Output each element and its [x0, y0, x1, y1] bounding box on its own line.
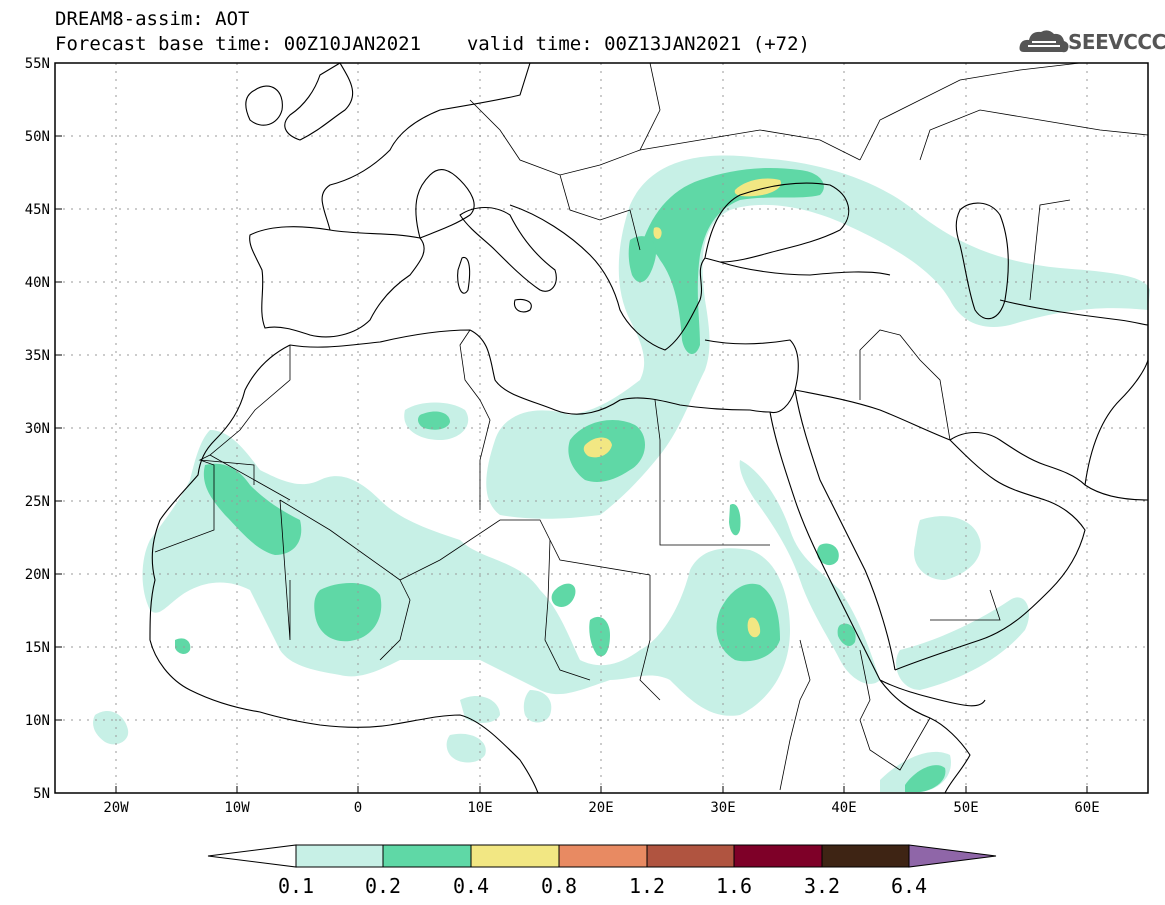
lat-label: 30N [25, 421, 50, 437]
logo-text: SEEVCCC [1068, 30, 1165, 54]
lat-label: 20N [25, 567, 50, 583]
colorbar-min-arrow [207, 844, 297, 868]
coastlines [149, 62, 1149, 794]
lon-label: 10E [467, 800, 492, 816]
valid-time: valid time: 00Z13JAN2021 (+72) [466, 33, 810, 55]
colorbar-label: 3.2 [804, 874, 840, 898]
lon-label: 20E [588, 800, 613, 816]
colorbar-max-arrow [908, 844, 997, 868]
aot-shading [93, 155, 1150, 792]
lon-label: 10W [224, 800, 250, 816]
lon-label: 40E [831, 800, 856, 816]
colorbar-cell [558, 844, 648, 868]
colorbar-cell [382, 844, 472, 868]
lon-label: 30E [710, 800, 735, 816]
colorbar-label: 0.1 [278, 874, 314, 898]
lon-label: 50E [953, 800, 978, 816]
lat-label: 10N [25, 713, 50, 729]
lon-label: 60E [1074, 800, 1099, 816]
axis-ticks [55, 62, 1088, 793]
lat-label: 40N [25, 275, 50, 291]
colorbar-label: 1.2 [629, 874, 665, 898]
lon-label: 20W [103, 800, 129, 816]
colorbar-cell [646, 844, 735, 868]
lat-label: 55N [25, 56, 50, 72]
lat-label: 45N [25, 202, 50, 218]
lat-label: 5N [33, 786, 50, 802]
lat-label: 25N [25, 494, 50, 510]
colorbar [207, 844, 997, 868]
colorbar-label: 6.4 [891, 874, 927, 898]
lat-label: 15N [25, 640, 50, 656]
lat-label: 35N [25, 348, 50, 364]
colorbar-label: 0.8 [541, 874, 577, 898]
forecast-time-line: Forecast base time: 00Z10JAN2021 valid t… [55, 33, 810, 55]
forecast-base-time: Forecast base time: 00Z10JAN2021 [55, 33, 422, 55]
map-title: DREAM8-assim: AOT [55, 8, 250, 30]
colorbar-cell [470, 844, 560, 868]
colorbar-label: 0.2 [365, 874, 401, 898]
graticule [55, 63, 1148, 793]
colorbar-cell [821, 844, 910, 868]
lon-label: 0 [354, 800, 362, 816]
colorbar-cell [295, 844, 384, 868]
country-borders [154, 62, 1149, 791]
lat-label: 50N [25, 129, 50, 145]
cloud-logo-icon [1019, 30, 1069, 53]
colorbar-label: 0.4 [453, 874, 489, 898]
colorbar-label: 1.6 [716, 874, 752, 898]
colorbar-cell [733, 844, 823, 868]
